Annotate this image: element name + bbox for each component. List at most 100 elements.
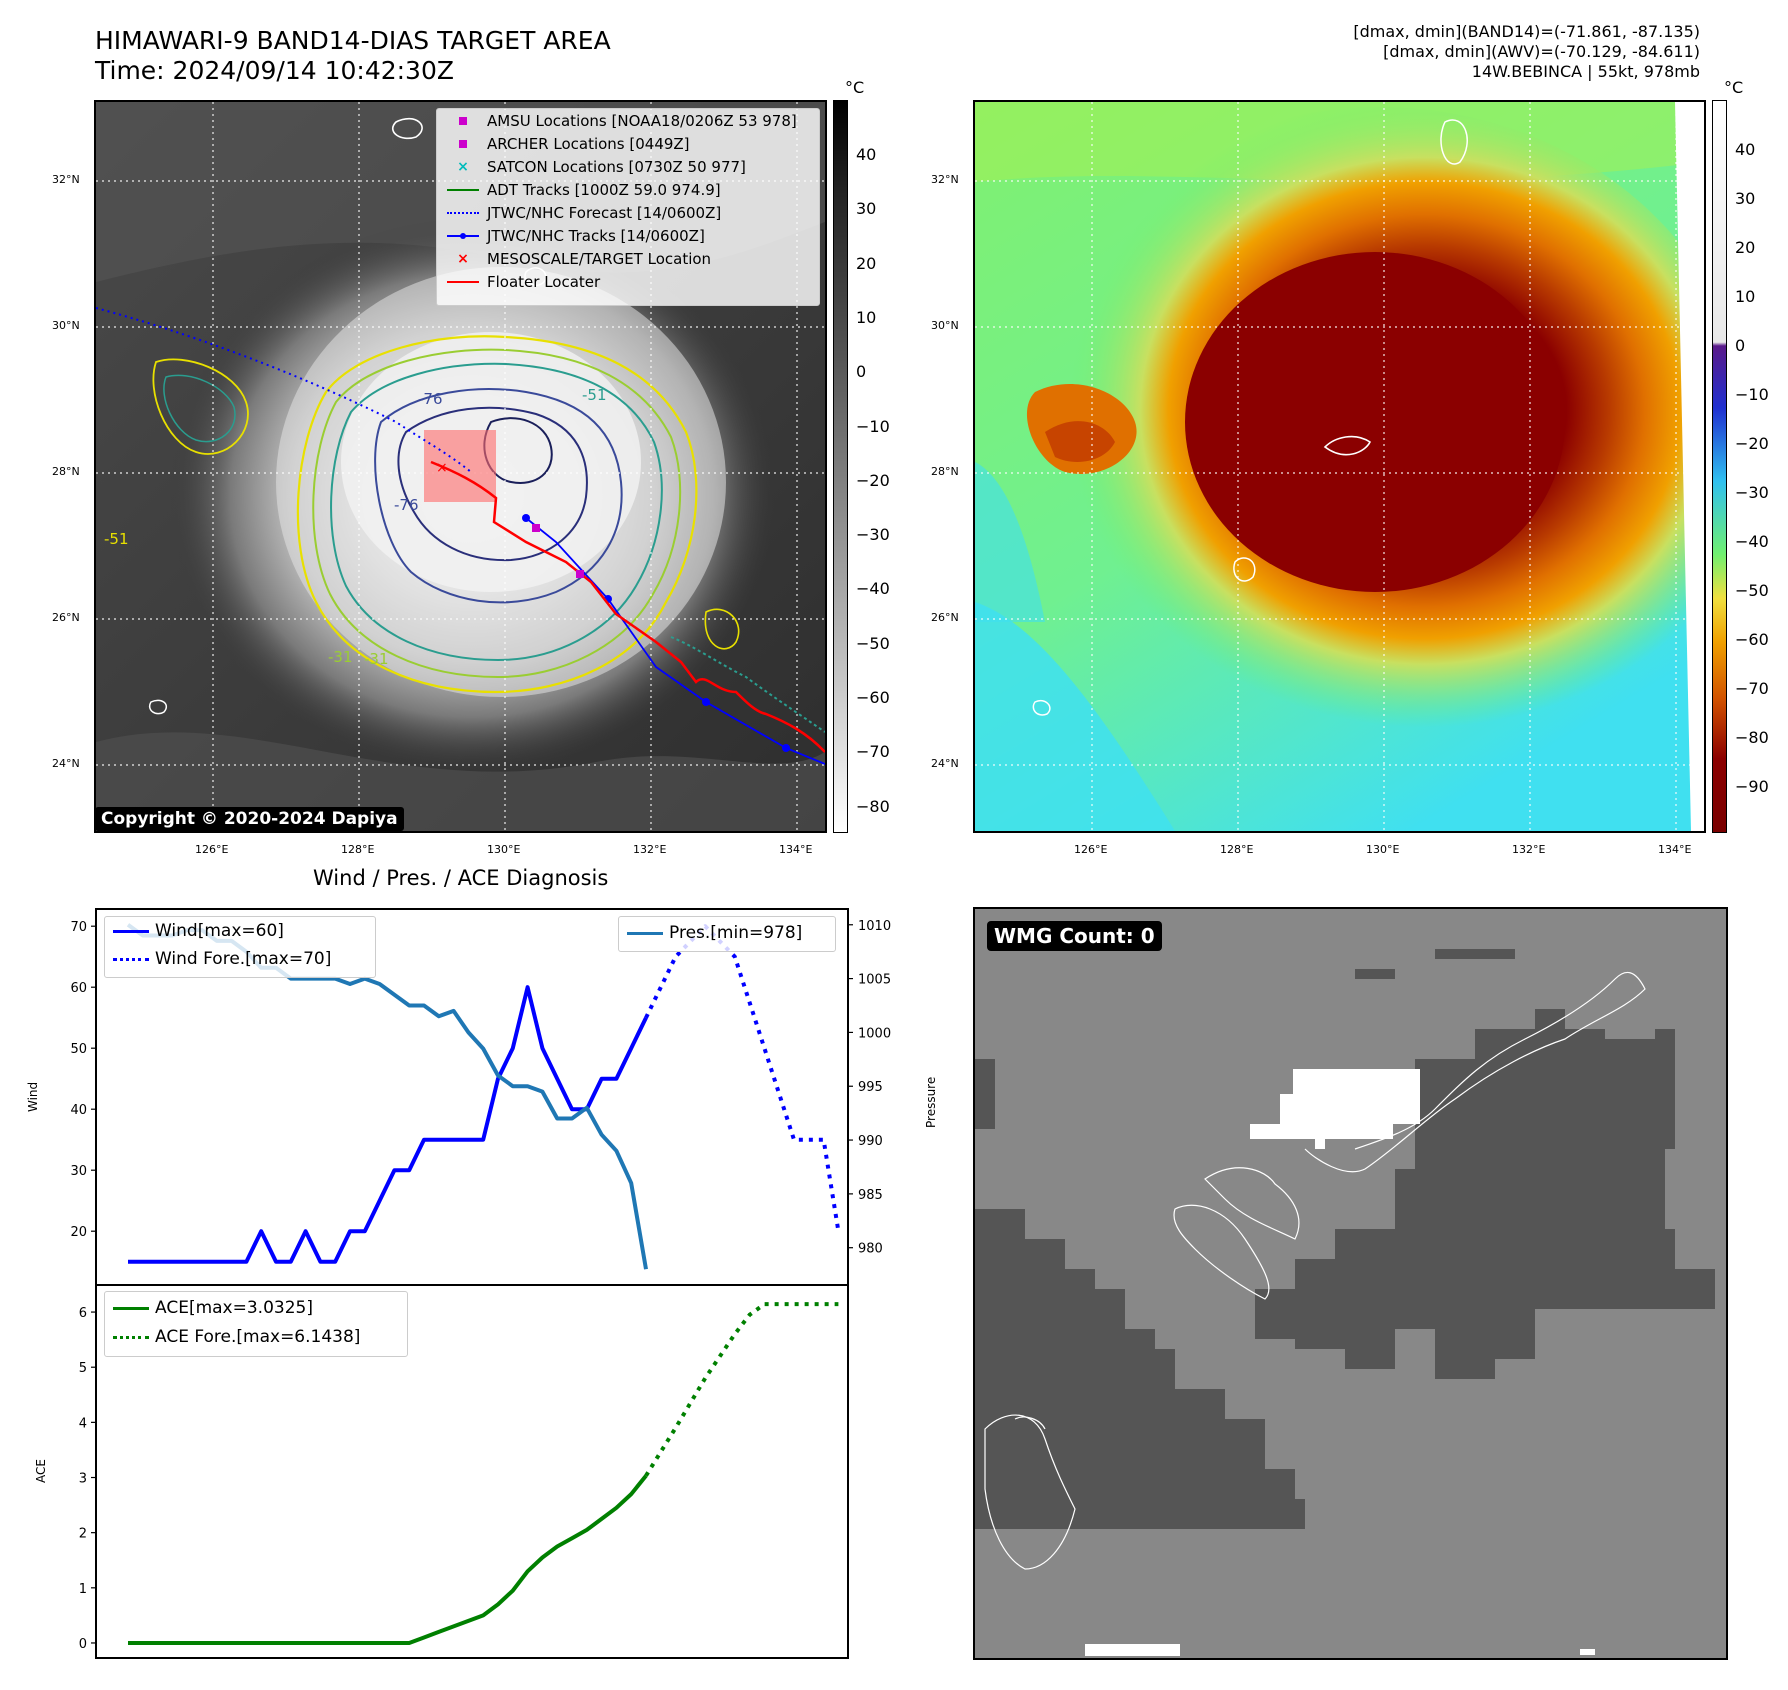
wind-ytick-label: 60 (70, 981, 87, 996)
legend-item: × MESOSCALE/TARGET Location (445, 248, 711, 270)
lon-label: 128°E (341, 843, 375, 856)
legend-item: Floater Locater (445, 271, 600, 293)
pressure-ytick-label: 1010 (858, 919, 891, 934)
ir-map-panel: × -76 -76 -31 -31 -51 -51 AMSU Locations… (94, 100, 827, 833)
lat-label: 26°N (52, 611, 80, 624)
colorbar-tick-label: 20 (856, 253, 877, 273)
legend-item: JTWC/NHC Forecast [14/0600Z] (445, 202, 721, 224)
colorbar-tick-label: −60 (856, 688, 890, 707)
pressure-legend: Pres.[min=978] (618, 916, 836, 952)
lat-label: 32°N (931, 173, 959, 186)
colorbar-tick-label: 10 (1735, 287, 1756, 306)
square-marker-icon (459, 117, 467, 125)
contour-label: -76 (418, 390, 443, 408)
wind-ytick-label: 30 (70, 1164, 87, 1179)
colorbar-tick-label: −90 (1735, 777, 1769, 796)
ace-ytick-label: 1 (79, 1582, 87, 1597)
colorbar-tick-label: 30 (856, 199, 877, 219)
contour-label: -31 (364, 650, 389, 668)
lon-label: 132°E (1512, 843, 1546, 856)
colorbar-tick-label: −30 (1735, 483, 1769, 502)
ace-legend: ACE[max=3.0325] ACE Fore.[max=6.1438] (104, 1291, 408, 1357)
colorbar-tick-label: 0 (1735, 336, 1746, 355)
legend-label: MESOSCALE/TARGET Location (487, 250, 712, 268)
colorbar-tick-label: −30 (856, 525, 890, 545)
legend-label: Pres.[min=978] (669, 923, 803, 943)
ir-map-legend: AMSU Locations [NOAA18/0206Z 53 978] ARC… (436, 108, 820, 306)
colorbar-tick-label: −70 (856, 742, 890, 762)
wmg-count-badge: WMG Count: 0 (987, 921, 1162, 951)
lon-label: 128°E (1220, 843, 1254, 856)
lat-label: 32°N (52, 173, 80, 186)
wind-legend: Wind[max=60] Wind Fore.[max=70] (104, 916, 376, 978)
figure-title: HIMAWARI-9 BAND14-DIAS TARGET AREA (95, 26, 611, 55)
wmg-image (975, 909, 1726, 1658)
pressure-ylabel: Pressure (924, 1076, 938, 1128)
colorbar-tick-label: −40 (1735, 532, 1769, 551)
pressure-ytick-label: 985 (858, 1188, 883, 1203)
lon-label: 134°E (779, 843, 813, 856)
color-map-panel (973, 100, 1706, 833)
legend-label: JTWC/NHC Tracks [14/0600Z] (487, 227, 705, 245)
colorbar-tick-label: −20 (1735, 434, 1769, 453)
wind-ytick-label: 40 (70, 1103, 87, 1118)
lon-label: 126°E (1074, 843, 1108, 856)
line-swatch-icon (447, 281, 479, 283)
ace-series-line-0 (128, 1474, 648, 1645)
pressure-ytick-label: 1000 (858, 1026, 891, 1041)
lon-label: 126°E (195, 843, 229, 856)
figure-time: Time: 2024/09/14 10:42:30Z (95, 56, 454, 85)
legend-item: ARCHER Locations [0449Z] (445, 133, 690, 155)
lat-label: 30°N (52, 319, 80, 332)
line-swatch-icon (447, 189, 479, 191)
lat-label: 26°N (931, 611, 959, 624)
chart-title: Wind / Pres. / ACE Diagnosis (313, 866, 609, 890)
pressure-ytick-label: 1005 (858, 973, 891, 988)
contour-label: -51 (582, 386, 607, 404)
legend-label: AMSU Locations [NOAA18/0206Z 53 978] (487, 112, 797, 130)
legend-item: ACE Fore.[max=6.1438] (113, 1326, 360, 1348)
svg-text:×: × (436, 460, 448, 476)
wmg-panel: WMG Count: 0 (973, 907, 1728, 1660)
colorbar-tick-label: −10 (856, 416, 890, 436)
colorbar-tick-label: −70 (1735, 679, 1769, 698)
series-line-1 (644, 924, 841, 1232)
colorbar-tick-label: 20 (1735, 238, 1756, 257)
series-line-0 (128, 985, 648, 1264)
diagnosis-chart: 70 60 50 40 30 20 1010 1005 1000 995 990 985 980 6 5 4 3… (70, 907, 891, 1660)
legend-label: ACE Fore.[max=6.1438] (155, 1327, 361, 1347)
info-storm: 14W.BEBINCA | 55kt, 978mb (1471, 62, 1700, 81)
colorbar-tick-label: −50 (1735, 581, 1769, 600)
legend-item: ACE[max=3.0325] (113, 1297, 313, 1319)
legend-label: ACE[max=3.0325] (155, 1298, 313, 1318)
legend-item: JTWC/NHC Tracks [14/0600Z] (445, 225, 705, 247)
wind-ytick-label: 20 (70, 1225, 87, 1240)
colorbar-tick-label: −40 (856, 579, 890, 599)
ace-series-line-1 (644, 1302, 839, 1477)
legend-label: ADT Tracks [1000Z 59.0 974.9] (487, 181, 721, 199)
legend-item: Wind Fore.[max=70] (113, 948, 331, 970)
legend-label: JTWC/NHC Forecast [14/0600Z] (487, 204, 722, 222)
pressure-ytick-label: 980 (858, 1242, 883, 1257)
ir-colorbar-unit: °C (845, 78, 865, 97)
copyright-badge: Copyright © 2020-2024 Dapiya (96, 807, 404, 831)
contour-label: -31 (328, 648, 353, 666)
wind-ytick-label: 70 (70, 920, 87, 935)
lon-label: 132°E (633, 843, 667, 856)
legend-label: Wind[max=60] (155, 921, 284, 941)
pressure-ytick-label: 990 (858, 1134, 883, 1149)
x-marker-icon: × (457, 159, 469, 175)
line-swatch-icon (113, 1306, 149, 1310)
ir-colorbar (833, 100, 848, 833)
colorbar-tick-label: 40 (1735, 140, 1756, 159)
info-band14: [dmax, dmin](BAND14)=(-71.861, -87.135) (1353, 22, 1700, 41)
diagnosis-chart-svg: 7060504030201010100510009959909859806543… (70, 908, 891, 1659)
wind-ytick-label: 50 (70, 1042, 87, 1057)
colorbar-tick-label: −10 (1735, 385, 1769, 404)
legend-item: × SATCON Locations [0730Z 50 977] (445, 156, 746, 178)
dotted-line-swatch-icon (113, 957, 149, 961)
contour-label: -76 (394, 496, 419, 514)
lat-label: 28°N (931, 465, 959, 478)
dotted-line-swatch-icon (113, 1335, 149, 1339)
legend-item: ADT Tracks [1000Z 59.0 974.9] (445, 179, 721, 201)
